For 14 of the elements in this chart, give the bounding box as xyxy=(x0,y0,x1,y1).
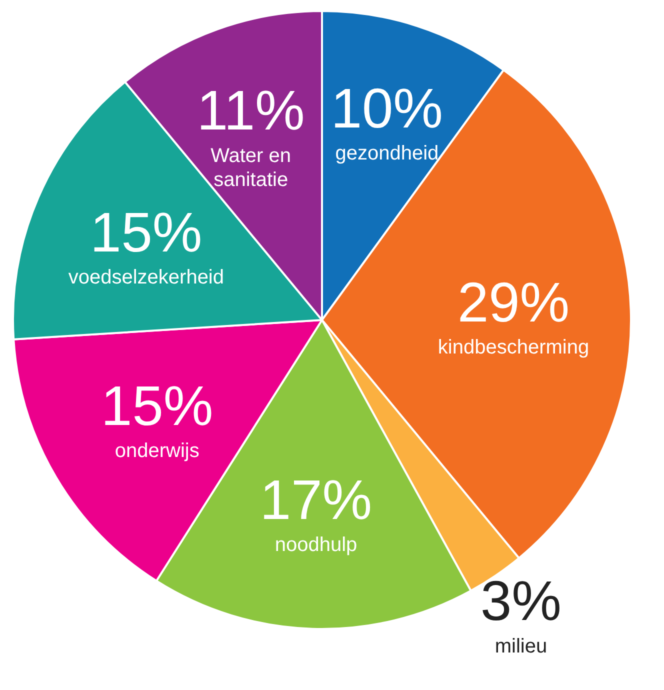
data-label: 15% xyxy=(90,200,202,264)
slice-label: onderwijs xyxy=(114,440,200,462)
slice-label: kindbescherming xyxy=(438,336,590,358)
slice-label: noodhulp xyxy=(274,534,358,556)
data-label: 29% xyxy=(457,270,570,334)
slice-label: gezondheid xyxy=(335,142,439,165)
data-label: 11% xyxy=(196,78,305,142)
data-label: 17% xyxy=(260,468,372,531)
data-label: 3% xyxy=(480,569,562,632)
slice-label: voedselzekerheid xyxy=(68,266,224,288)
slice-label: Water en sanitatie xyxy=(210,144,292,191)
data-label: 10% xyxy=(330,76,443,140)
slice-label: milieu xyxy=(494,635,548,658)
data-label: 15% xyxy=(101,374,214,437)
